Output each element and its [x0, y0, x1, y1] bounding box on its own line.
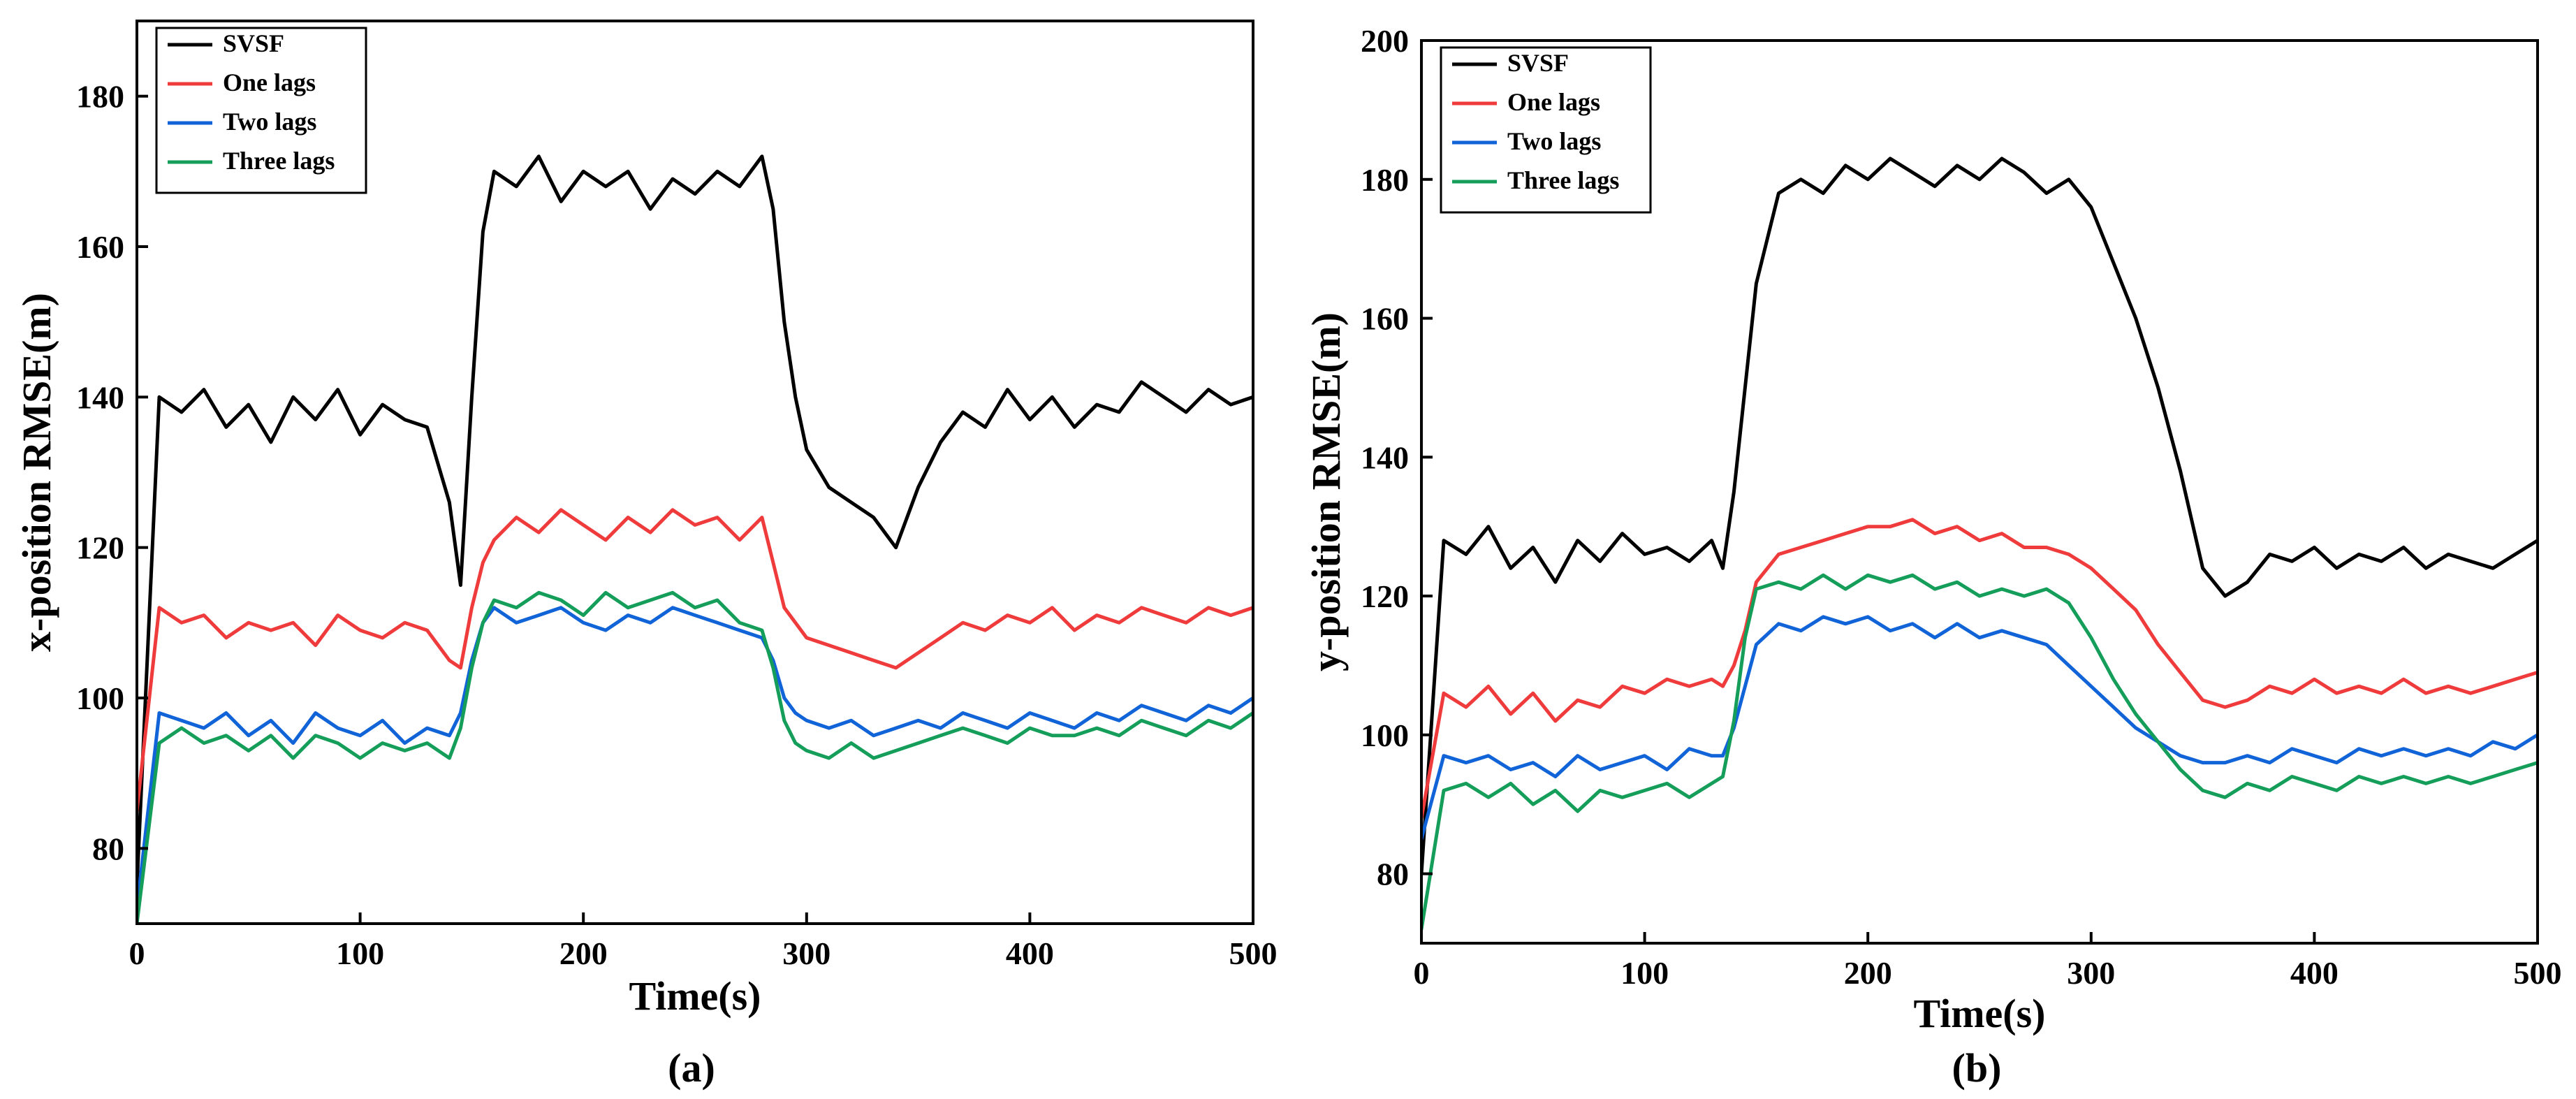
y-tick-label: 80 — [1377, 857, 1409, 892]
x-tick-label: 100 — [336, 936, 384, 971]
legend-entry-label: One lags — [1507, 88, 1600, 116]
y-tick-label: 160 — [1361, 301, 1409, 337]
x-tick-label: 400 — [2290, 955, 2339, 991]
y-tick-label: 180 — [76, 79, 124, 115]
y-tick-label: 80 — [92, 831, 124, 866]
chart-a: 0 100 200 300 400 500 80 100 120 140 160 180 Time(s)… — [14, 20, 1278, 1091]
x-axis-title: Time(s) — [1913, 991, 2045, 1036]
y-tick-label: 180 — [1361, 162, 1409, 198]
x-tick-label: 300 — [2067, 955, 2115, 991]
x-tick-label: 0 — [129, 936, 145, 971]
x-tick-label: 500 — [2514, 955, 2562, 991]
y-axis-title: y-position RMSE(m) — [1303, 312, 1349, 671]
legend-entry-label: Two lags — [1507, 127, 1601, 155]
y-tick-label: 100 — [1361, 718, 1409, 753]
y-axis-title: x-position RMSE(m) — [14, 293, 59, 652]
plot-area — [137, 154, 1253, 924]
legend-entry-label: One lags — [223, 68, 316, 96]
x-tick-label: 100 — [1620, 955, 1669, 991]
legend-entry-label: Three lags — [223, 147, 335, 175]
legend: SVSF One lags Two lags Three lags — [1440, 46, 1652, 214]
panel-label: (a) — [668, 1045, 715, 1091]
x-tick-label: 300 — [782, 936, 830, 971]
y-tick-label: 140 — [1361, 439, 1409, 475]
legend-entry-label: SVSF — [223, 29, 284, 57]
y-tick-label: 160 — [76, 229, 124, 265]
series-line-svsf — [137, 154, 1253, 888]
y-tick-label: 200 — [1361, 23, 1409, 59]
x-tick-label: 0 — [1414, 955, 1430, 991]
legend-box — [1440, 46, 1652, 214]
legend: SVSF One lags Two lags Three lags — [155, 27, 367, 194]
panel-label: (b) — [1952, 1045, 2002, 1091]
y-tick-label: 100 — [76, 680, 124, 716]
x-tick-label: 200 — [559, 936, 608, 971]
series-line-three-lags — [137, 590, 1253, 924]
y-tick-label: 140 — [76, 379, 124, 415]
series-line-one-lags — [137, 508, 1253, 813]
series-line-three-lags — [1421, 573, 2538, 931]
series-line-two-lags — [137, 606, 1253, 910]
x-tick-label: 400 — [1006, 936, 1054, 971]
chart-b: 0 100 200 300 400 500 80 100 120 140 160 180 200 Time… — [1303, 23, 2562, 1091]
series-line-two-lags — [1421, 615, 2538, 841]
plot-frame — [1420, 39, 2539, 945]
y-tick-label: 120 — [1361, 578, 1409, 614]
x-tick-label: 500 — [1229, 936, 1278, 971]
legend-entry-label: Three lags — [1507, 166, 1619, 194]
y-tick-label: 120 — [76, 530, 124, 566]
plot-area — [1421, 157, 2538, 931]
series-line-one-lags — [1421, 518, 2538, 820]
legend-entry-label: Two lags — [223, 108, 316, 136]
series-line-svsf — [1421, 157, 2538, 876]
x-axis-title: Time(s) — [629, 973, 761, 1019]
legend-entry-label: SVSF — [1507, 49, 1569, 77]
x-tick-label: 200 — [1844, 955, 1892, 991]
legend-box — [155, 27, 367, 194]
plot-frame — [136, 20, 1254, 925]
